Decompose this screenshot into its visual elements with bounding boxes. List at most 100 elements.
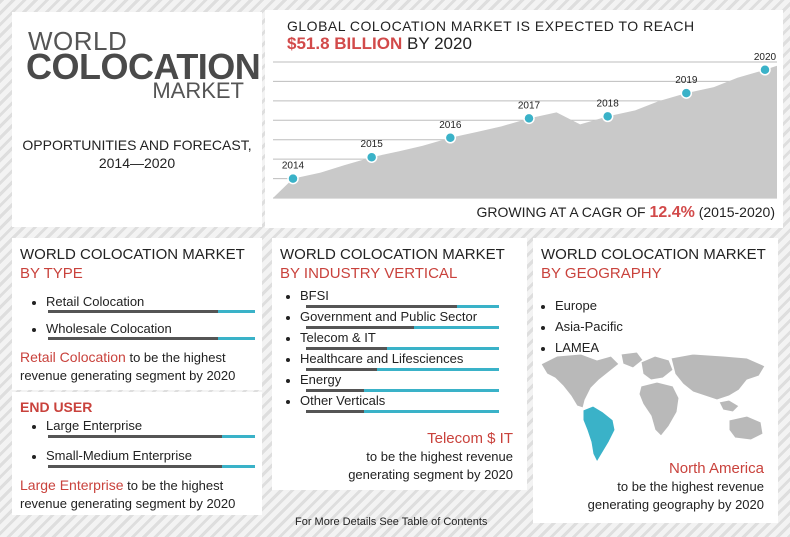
share-bar: [48, 465, 255, 468]
share-bar-fill: [48, 310, 218, 313]
share-bar: [306, 347, 499, 350]
share-bar-fill: [48, 465, 222, 468]
list-item-europe: Europe: [541, 298, 597, 313]
by-type-title: WORLD COLOCATION MARKET: [20, 246, 245, 263]
data-point: [444, 132, 457, 144]
geography-note: North America to be the highest revenue …: [588, 460, 764, 514]
market-value-year: BY 2020: [402, 34, 472, 53]
share-bar: [306, 389, 499, 392]
year-label: 2014: [282, 161, 305, 172]
end-user-title: END USER: [20, 399, 93, 415]
map-greenland: [620, 351, 644, 369]
bullet-icon: [541, 325, 545, 330]
title-world: WORLD: [28, 26, 128, 56]
bullet-icon: [286, 399, 290, 404]
bullet-icon: [32, 300, 36, 305]
cagr-prefix: GROWING AT A CAGR OF: [476, 204, 650, 220]
by-type-note: Retail Colocation to be the highest reve…: [20, 348, 235, 385]
bullet-icon: [286, 294, 290, 299]
list-item-label: Government and Public Sector: [300, 309, 478, 324]
map-north-america: [540, 353, 620, 409]
list-item: Telecom & IT: [286, 330, 376, 345]
share-bar: [48, 337, 255, 340]
year-label: 2015: [361, 139, 384, 150]
by-type-panel: WORLD COLOCATION MARKET BY TYPE Retail C…: [12, 238, 262, 390]
map-south-america: [582, 405, 616, 464]
share-bar-fill: [306, 326, 415, 329]
list-item-sme: Small-Medium Enterprise: [32, 448, 192, 463]
chart-heading: GLOBAL COLOCATION MARKET IS EXPECTED TO …: [287, 18, 695, 34]
by-type-note-line2: revenue generating segment by 2020: [20, 368, 236, 383]
bullet-icon: [286, 378, 290, 383]
list-item-label: Wholesale Colocation: [46, 321, 172, 336]
list-item: Government and Public Sector: [286, 309, 477, 324]
share-bar-fill: [48, 435, 222, 438]
year-label: 2019: [675, 75, 698, 86]
geography-title: WORLD COLOCATION MARKET: [541, 246, 766, 263]
by-type-highlight: Retail Colocation: [20, 349, 126, 365]
geography-note-line2: generating geography by 2020: [587, 497, 764, 512]
map-europe: [640, 355, 674, 381]
title-market: MARKET: [152, 78, 244, 103]
market-value: $51.8 BILLION: [287, 34, 403, 53]
map-australia: [728, 415, 764, 441]
data-point: [287, 172, 299, 185]
list-item-label: Telecom & IT: [300, 330, 376, 345]
list-item: BFSI: [286, 288, 329, 303]
year-label: 2018: [597, 98, 620, 109]
by-type-subtitle: BY TYPE: [20, 265, 83, 282]
industry-note: Telecom $ IT to be the highest revenue g…: [348, 430, 513, 484]
year-label: 2020: [754, 52, 777, 63]
end-user-note-rest: to be the highest: [123, 478, 224, 493]
list-item-label: LAMEA: [555, 340, 600, 355]
market-growth-chart-panel: 2014 2015 2016 2017 2018 2019 2020 GLOBAL COLO…: [265, 10, 783, 228]
list-item-label: Other Verticals: [300, 393, 386, 408]
map-asia: [670, 353, 766, 401]
list-item-label: Retail Colocation: [46, 294, 145, 309]
by-type-note-rest: to be the highest: [125, 350, 226, 365]
market-growth-chart: 2014 2015 2016 2017 2018 2019 2020: [273, 52, 777, 199]
geography-highlight: North America: [668, 460, 764, 477]
share-bar: [306, 368, 499, 371]
cagr-statement: GROWING AT A CAGR OF 12.4% (2015-2020): [477, 204, 776, 222]
end-user-note: Large Enterprise to be the highest reven…: [20, 476, 235, 513]
table-of-contents-note: For More Details See Table of Contents: [295, 516, 488, 528]
share-bar-fill: [306, 347, 388, 350]
list-item-label: Asia-Pacific: [555, 319, 623, 334]
list-item: Healthcare and Lifesciences: [286, 351, 463, 366]
title-panel: WORLD COLOCATION MARKET OPPORTUNITIES AN…: [12, 12, 262, 227]
bullet-icon: [32, 327, 36, 332]
geography-panel: WORLD COLOCATION MARKET BY GEOGRAPHY Eur…: [533, 238, 778, 523]
list-item-label: Small-Medium Enterprise: [46, 448, 192, 463]
bullet-icon: [541, 304, 545, 309]
data-point: [601, 110, 614, 123]
share-bar-fill: [306, 368, 378, 371]
data-point: [759, 64, 771, 76]
end-user-note-line2: revenue generating segment by 2020: [20, 496, 236, 511]
bullet-icon: [286, 315, 290, 320]
share-bar: [48, 310, 255, 313]
industry-subtitle: BY INDUSTRY VERTICAL: [280, 265, 458, 282]
share-bar: [306, 410, 499, 413]
list-item-large-enterprise: Large Enterprise: [32, 418, 142, 433]
list-item-retail: Retail Colocation: [32, 294, 144, 309]
geography-subtitle: BY GEOGRAPHY: [541, 265, 662, 282]
chart-heading-value: $51.8 BILLION BY 2020: [287, 34, 472, 54]
share-bar-fill: [306, 389, 364, 392]
list-item-lamea: LAMEA: [541, 340, 599, 355]
data-point: [365, 151, 378, 163]
cagr-value: 12.4%: [649, 204, 695, 221]
share-bar-fill: [306, 305, 457, 308]
data-point: [523, 112, 535, 125]
list-item-label: Large Enterprise: [46, 418, 143, 433]
industry-title: WORLD COLOCATION MARKET: [280, 246, 505, 263]
year-label: 2017: [518, 100, 541, 111]
cagr-period: (2015-2020): [694, 204, 775, 220]
subtitle-line1: OPPORTUNITIES AND FORECAST,: [22, 137, 252, 153]
share-bar-fill: [48, 337, 218, 340]
geography-note-line1: to be the highest revenue: [617, 479, 764, 494]
end-user-note-line1: Large Enterprise to be the highest: [20, 476, 235, 495]
industry-vertical-panel: WORLD COLOCATION MARKET BY INDUSTRY VERT…: [272, 238, 527, 490]
world-map: [540, 351, 766, 464]
title-colocation: COLOCATION: [26, 46, 261, 87]
